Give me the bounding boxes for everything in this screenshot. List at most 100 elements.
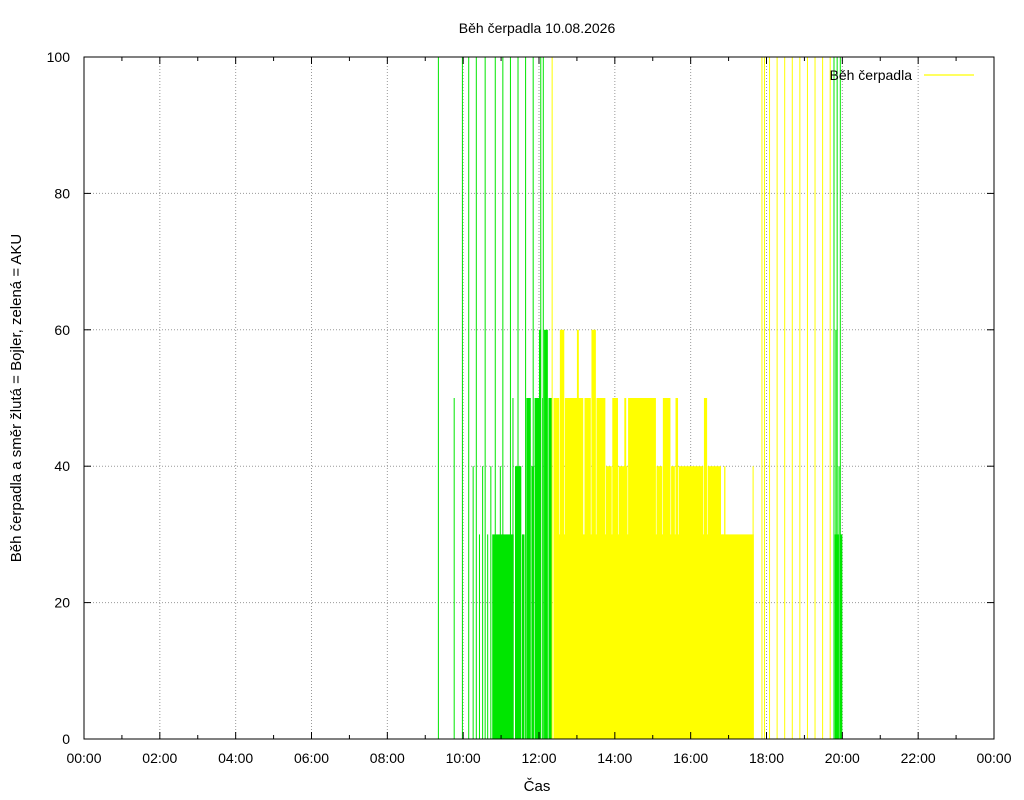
bar-boiler [559, 329, 565, 739]
bar-boiler [596, 398, 606, 739]
y-tick-labels: 0 20 40 60 80 100 [47, 49, 71, 747]
chart-title: Běh čerpadla 10.08.2026 [459, 20, 616, 36]
bar-aku [548, 398, 553, 739]
bar-boiler [678, 466, 704, 739]
bar-boiler [769, 57, 771, 739]
bar-boiler [584, 398, 591, 739]
bar-boiler [791, 57, 793, 739]
bar-aku [526, 398, 531, 739]
bar-boiler [707, 466, 721, 739]
x-tick-label: 16:00 [673, 750, 708, 766]
bar-aku [534, 398, 539, 739]
bar-aku [490, 466, 492, 739]
x-tick-label: 14:00 [597, 750, 632, 766]
bar-aku [482, 466, 484, 739]
bar-aku [838, 466, 840, 739]
bar-boiler [806, 57, 808, 739]
legend: Běh čerpadla [829, 67, 974, 83]
bar-aku [512, 398, 514, 739]
bar-aku [539, 329, 541, 739]
x-tick-label: 10:00 [446, 750, 481, 766]
y-axis-label: Běh čerpadla a směr žlutá = Bojler, zele… [8, 234, 25, 563]
y-tick-label: 80 [54, 185, 70, 201]
bar-boiler [784, 57, 786, 739]
y-tick-label: 40 [54, 458, 70, 474]
bar-aku [521, 534, 525, 739]
bar-boiler [671, 466, 675, 739]
bar-aku [499, 466, 501, 739]
bar-boiler [752, 466, 754, 739]
bar-boiler [624, 398, 627, 739]
bar-aku [542, 57, 544, 739]
x-tick-label: 00:00 [976, 750, 1011, 766]
bar-aku [839, 57, 841, 739]
legend-label: Běh čerpadla [829, 67, 912, 83]
series-boiler [551, 57, 831, 739]
x-tick-labels: 00:00 02:00 04:00 06:00 08:00 10:00 12:00 14:00… [66, 750, 1011, 766]
bar-boiler [675, 398, 679, 739]
bar-boiler [814, 57, 816, 739]
bar-aku [461, 57, 463, 739]
bar-boiler [776, 57, 778, 739]
bar-aku [517, 57, 519, 739]
bar-boiler [662, 398, 671, 739]
bar-boiler [618, 466, 628, 739]
series-aku [437, 57, 843, 739]
bar-boiler [633, 466, 636, 739]
bar-boiler [822, 57, 824, 739]
bar-aku [532, 57, 534, 739]
bar-boiler [724, 466, 726, 739]
x-tick-label: 08:00 [370, 750, 405, 766]
bar-aku [542, 398, 544, 739]
plot-marks [437, 57, 843, 739]
bar-aku [468, 57, 470, 739]
bar-aku [453, 398, 455, 739]
bar-aku [487, 534, 489, 739]
bar-aku [540, 57, 542, 739]
bar-aku [478, 534, 480, 739]
bar-aku [833, 57, 835, 739]
x-tick-label: 12:00 [521, 750, 556, 766]
bar-boiler [761, 57, 763, 739]
x-tick-label: 22:00 [901, 750, 936, 766]
bar-boiler [829, 57, 831, 739]
x-tick-label: 04:00 [218, 750, 253, 766]
bar-boiler [612, 398, 618, 739]
y-tick-label: 100 [47, 49, 71, 65]
bar-boiler [576, 329, 579, 739]
bar-aku [494, 57, 496, 739]
bar-aku [509, 57, 511, 739]
bar-boiler [551, 57, 553, 739]
bar-aku [835, 329, 837, 739]
bar-aku [544, 329, 548, 739]
x-tick-label: 06:00 [294, 750, 329, 766]
bar-boiler [591, 329, 596, 739]
plot-border [83, 56, 995, 740]
bar-aku [840, 534, 843, 739]
bar-aku [525, 57, 527, 739]
bar-aku [437, 57, 439, 739]
x-tick-label: 20:00 [825, 750, 860, 766]
y-tick-label: 20 [54, 595, 70, 611]
bar-boiler [553, 398, 560, 739]
bar-boiler [564, 398, 584, 739]
bar-aku [836, 57, 838, 739]
x-tick-label: 18:00 [749, 750, 784, 766]
x-tick-label: 02:00 [142, 750, 177, 766]
bar-aku [472, 466, 474, 739]
y-tick-label: 60 [54, 322, 70, 338]
bar-boiler [721, 534, 724, 739]
bar-boiler [763, 57, 765, 739]
bar-boiler [703, 398, 708, 739]
bar-aku [475, 57, 477, 739]
x-tick-label: 00:00 [66, 750, 101, 766]
bar-boiler [628, 398, 656, 739]
bar-aku [502, 57, 504, 739]
bar-aku [484, 57, 486, 739]
bar-boiler [799, 57, 801, 739]
y-tick-label: 0 [62, 731, 70, 747]
x-axis-label: Čas [524, 778, 551, 795]
bar-boiler [605, 466, 612, 739]
bar-boiler [656, 466, 663, 739]
